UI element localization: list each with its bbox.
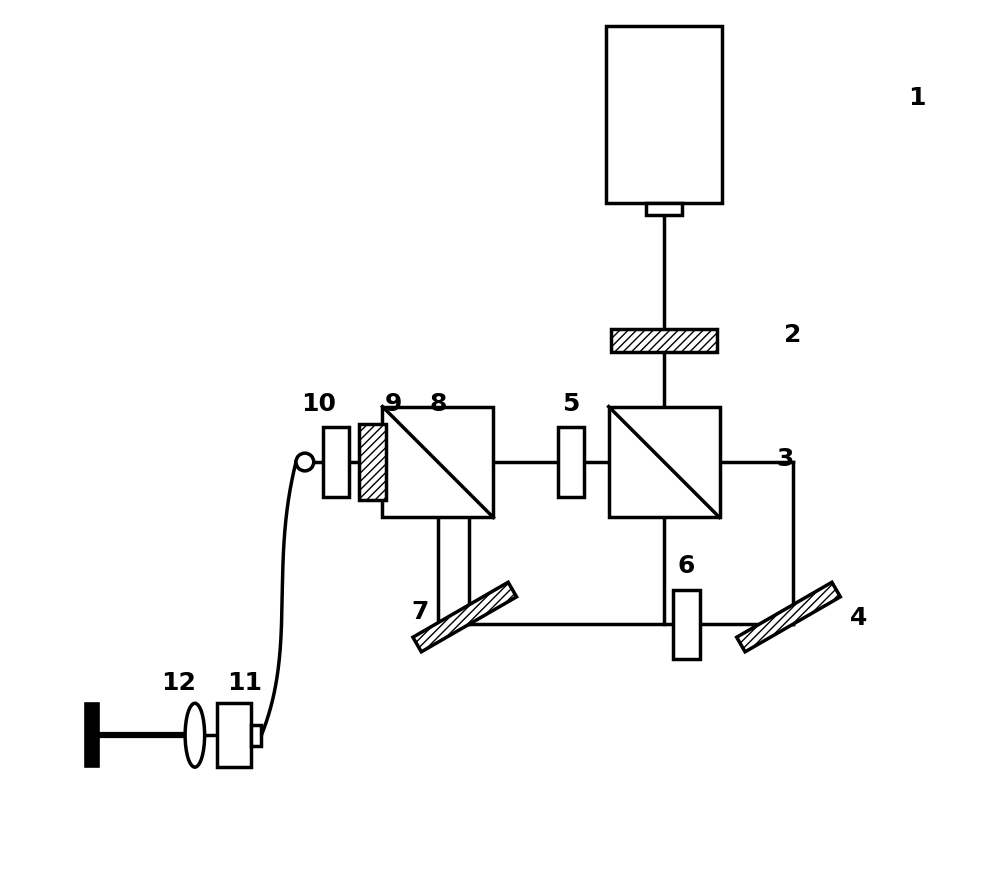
Bar [611, 330, 717, 354]
Polygon shape [737, 583, 840, 652]
Polygon shape [413, 583, 517, 652]
Text: 2: 2 [784, 323, 801, 347]
Bar [673, 590, 700, 659]
Text: 5: 5 [562, 391, 580, 416]
Text: 12: 12 [161, 670, 196, 695]
Text: 10: 10 [301, 391, 336, 416]
Bar [251, 725, 261, 746]
Bar [606, 27, 722, 204]
Text: 6: 6 [678, 553, 695, 578]
Text: 11: 11 [227, 670, 262, 695]
Bar [609, 408, 720, 517]
Text: 9: 9 [385, 391, 402, 416]
Circle shape [296, 454, 314, 471]
Bar [217, 703, 251, 767]
Bar [382, 408, 493, 517]
Text: 4: 4 [850, 605, 868, 630]
Text: 8: 8 [429, 391, 447, 416]
Text: 7: 7 [411, 599, 429, 624]
Bar [558, 428, 584, 497]
Bar [359, 425, 386, 500]
Text: 1: 1 [908, 85, 926, 110]
Text: 3: 3 [777, 446, 794, 470]
Bar [646, 204, 682, 215]
Ellipse shape [185, 703, 205, 767]
Bar [323, 428, 349, 497]
